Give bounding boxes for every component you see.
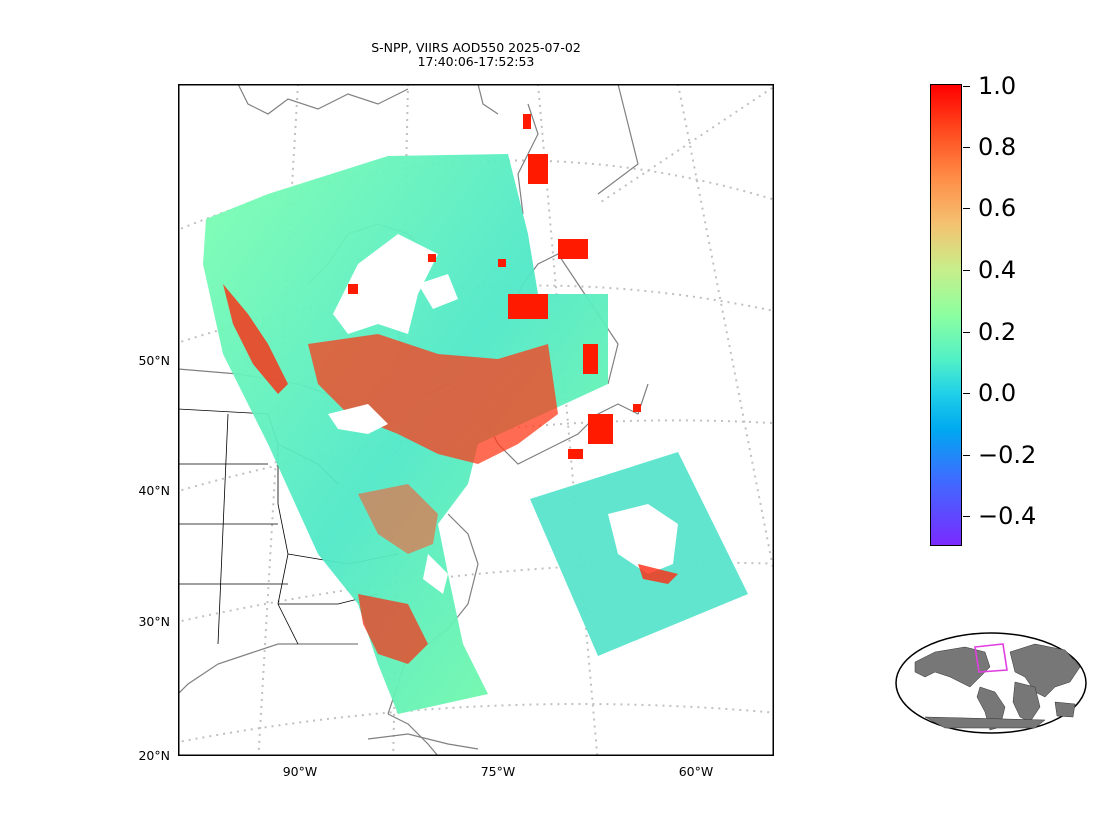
viirs-swath-main	[203, 154, 608, 714]
lon-label-60w: 60°W	[678, 764, 714, 779]
viirs-swath-ocean	[530, 452, 748, 656]
lat-label-50: 50°N	[138, 353, 170, 368]
colorbar-tick-neg-0-2: −0.2	[978, 441, 1037, 469]
colorbar-tick-0-0: 0.0	[978, 379, 1017, 407]
colorbar	[930, 84, 962, 546]
colorbar-tick-0-2: 0.2	[978, 318, 1017, 346]
map-svg	[178, 84, 774, 756]
colorbar-tick-0-6: 0.6	[978, 194, 1017, 222]
aod-map	[178, 84, 774, 756]
colorbar-tick-0-4: 0.4	[978, 256, 1017, 284]
lat-label-20: 20°N	[138, 748, 170, 763]
world-locator-icon	[895, 632, 1087, 734]
map-title: S-NPP, VIIRS AOD550 2025-07-02 17:40:06-…	[178, 41, 774, 69]
colorbar-tick-1-0: 1.0	[978, 72, 1017, 100]
map-border	[178, 84, 774, 756]
lon-label-75w: 75°W	[480, 764, 516, 779]
lat-label-40: 40°N	[138, 483, 170, 498]
colorbar-tick-neg-0-4: −0.4	[978, 502, 1037, 530]
lon-label-90w: 90°W	[282, 764, 318, 779]
title-line-1: S-NPP, VIIRS AOD550 2025-07-02	[371, 40, 581, 55]
high-aod-clusters	[348, 114, 641, 459]
colorbar-tick-0-8: 0.8	[978, 133, 1017, 161]
title-line-2: 17:40:06-17:52:53	[417, 54, 535, 69]
lat-label-30: 30°N	[138, 614, 170, 629]
